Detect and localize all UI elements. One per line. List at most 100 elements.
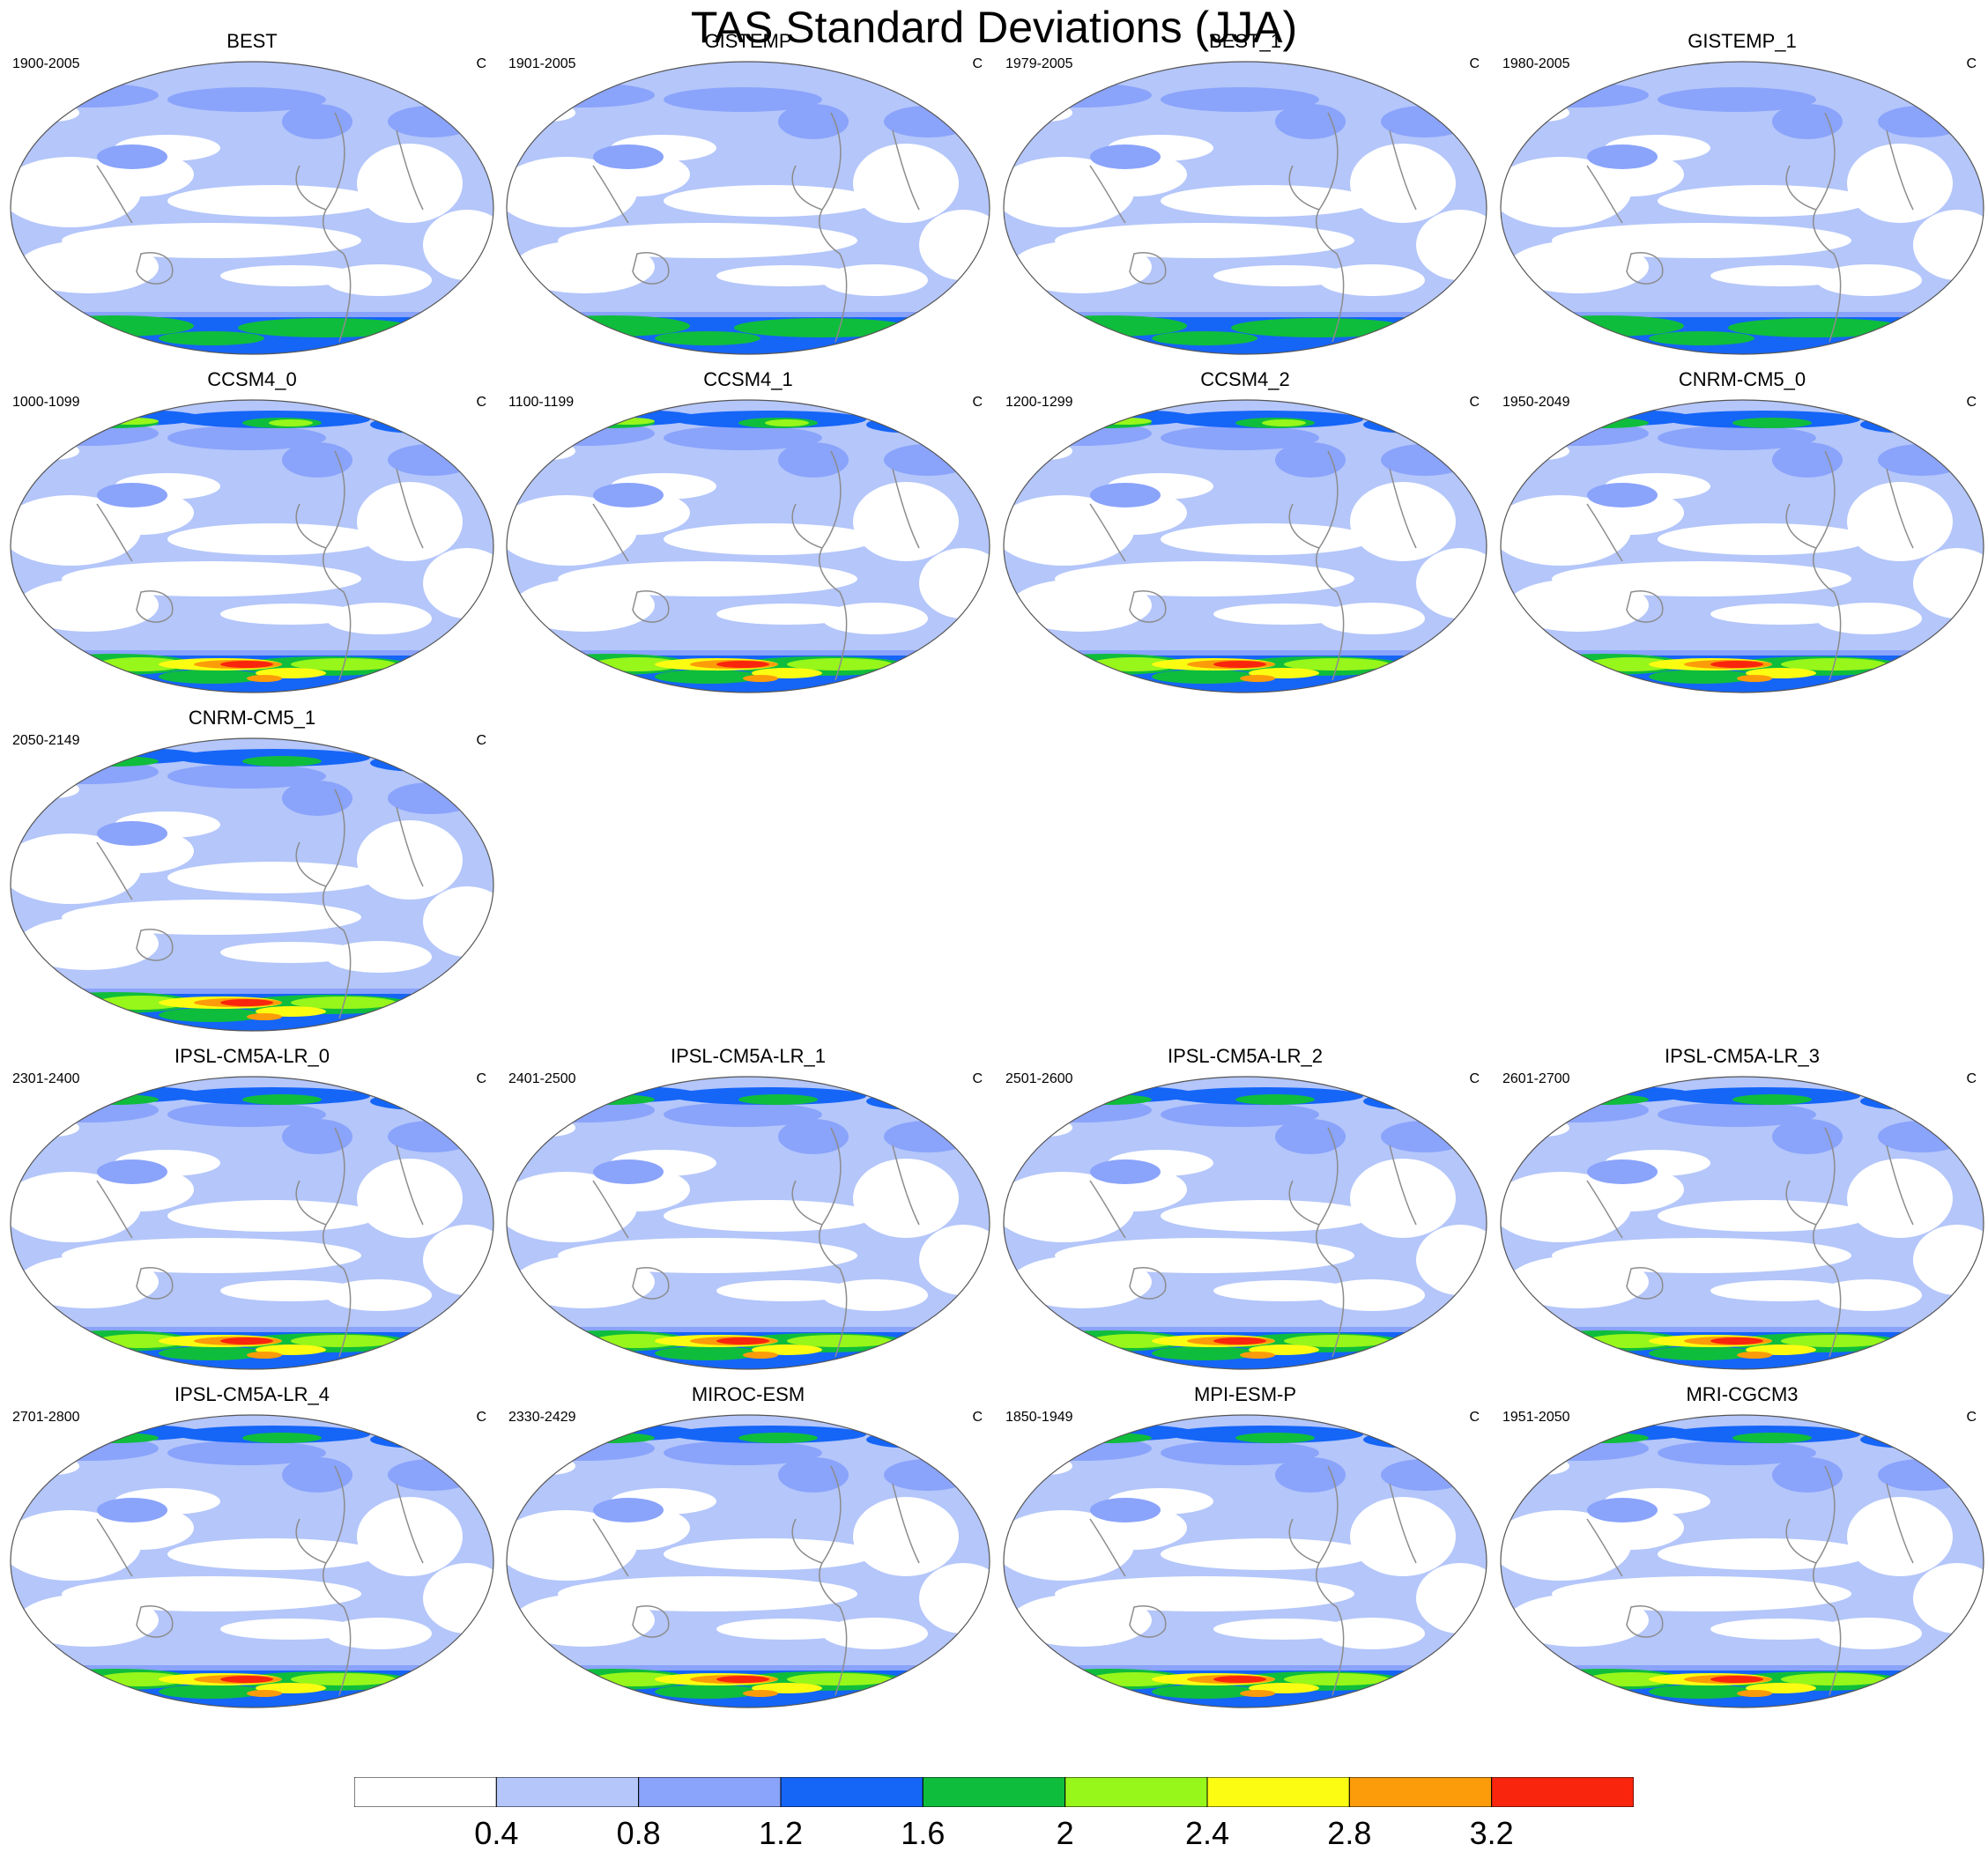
coastline: [1586, 165, 1623, 224]
antarctic-green-region: [1525, 315, 1684, 337]
low-variability-region: [357, 1497, 463, 1576]
low-variability-region: [1011, 241, 1152, 293]
colorbar-tick-label: 2.8: [1327, 1815, 1372, 1851]
robinson-map: [1003, 399, 1487, 693]
map-outline: [10, 399, 494, 693]
low-variability-region: [716, 1619, 857, 1640]
coastline: [892, 130, 920, 211]
nh-green-patch: [1732, 1094, 1812, 1105]
antarctic-green-region: [159, 1008, 264, 1022]
low-variability-region: [1011, 1256, 1152, 1308]
panel-period: 1900-2005: [12, 56, 80, 71]
panel-period: 2701-2800: [12, 1410, 80, 1425]
coastline: [632, 590, 670, 623]
coastline: [592, 503, 629, 562]
coastline: [1389, 1145, 1417, 1226]
low-variability-region: [716, 1280, 857, 1301]
coastline: [819, 1127, 848, 1358]
panel-title: CNRM-CM5_1: [188, 707, 316, 729]
low-variability-region: [1847, 1159, 1953, 1238]
low-variability-region: [220, 265, 361, 286]
nh-green-patch: [1732, 418, 1812, 428]
coastline: [1626, 1267, 1664, 1300]
coastline: [892, 1145, 920, 1226]
nh-land-variability: [1658, 1102, 1816, 1127]
coastline: [1586, 1180, 1623, 1239]
low-variability-region: [1020, 1457, 1072, 1475]
coastline: [1316, 1127, 1345, 1358]
coastline: [96, 1518, 133, 1577]
antarctic-orange-region: [247, 1013, 282, 1020]
robinson-map: [506, 61, 990, 355]
panel-units: C: [972, 395, 983, 410]
panel-period: 1850-1949: [1005, 1410, 1073, 1425]
coastline: [1089, 1180, 1126, 1239]
low-variability-region: [1710, 1619, 1851, 1640]
coastline: [1813, 1127, 1842, 1358]
nh-land-variability: [1090, 483, 1161, 507]
antarctic-orange-region: [1240, 1690, 1275, 1697]
coastline: [632, 1267, 670, 1300]
coastline: [295, 1180, 327, 1226]
panel-period: 1100-1199: [508, 395, 575, 410]
nh-high-latitude-band: [1004, 1424, 1196, 1441]
robinson-map: [1500, 1414, 1984, 1708]
nh-green-patch: [242, 1094, 322, 1105]
nh-land-variability: [593, 1498, 664, 1522]
panel-units: C: [476, 395, 486, 410]
nh-land-variability: [97, 1159, 167, 1184]
antarctic-red-region: [220, 1676, 273, 1683]
low-variability-region: [1213, 265, 1354, 286]
coastline: [1813, 1465, 1842, 1696]
low-variability-region: [1658, 523, 1869, 555]
low-variability-region: [26, 104, 79, 122]
coastline: [1129, 590, 1167, 623]
robinson-map: [1500, 1076, 1984, 1370]
coastline: [1886, 1483, 1914, 1564]
low-variability-region: [26, 442, 79, 460]
antarctic-green-region: [531, 315, 690, 337]
low-variability-region: [1020, 442, 1072, 460]
nh-land-variability: [664, 87, 822, 112]
map-panel: MPI-ESM-P 1850-1949 C: [998, 1383, 1492, 1708]
antarctic-green-region: [159, 331, 264, 345]
nh-land-variability: [97, 144, 167, 169]
nh-high-latitude-band: [507, 1085, 699, 1103]
low-variability-region: [1161, 185, 1372, 217]
map-panel: MRI-CGCM3 1951-2050 C: [1495, 1383, 1988, 1708]
map-outline: [506, 61, 990, 355]
low-variability-region: [1011, 1594, 1152, 1647]
antarctic-red-region: [1710, 1676, 1763, 1683]
nh-green-patch: [567, 1433, 655, 1443]
nh-green-patch: [1235, 1094, 1315, 1105]
coastline: [96, 841, 133, 900]
nh-land-variability: [1011, 83, 1152, 107]
nh-land-variability: [664, 1102, 822, 1127]
nh-land-variability: [1161, 1102, 1319, 1127]
map-outline: [1500, 61, 1984, 355]
antarctic-green-region: [35, 315, 194, 337]
colorbar-box: [638, 1777, 782, 1807]
coastline: [396, 1483, 424, 1564]
nh-land-variability: [1587, 483, 1658, 507]
low-variability-region: [853, 144, 959, 223]
colorbar-box: [922, 1777, 1066, 1807]
nh-land-variability: [1161, 426, 1319, 450]
panel-title: CCSM4_2: [1200, 368, 1290, 390]
nh-green-patch: [1235, 1433, 1315, 1443]
nh-high-latitude-band: [11, 1424, 203, 1441]
coastline: [1626, 252, 1664, 285]
panel-units: C: [476, 733, 486, 748]
nh-land-variability: [1587, 1498, 1658, 1522]
robinson-map: [506, 399, 990, 693]
map-panel: BEST_1 1979-2005 C: [998, 30, 1492, 355]
coastline: [96, 1180, 133, 1239]
nh-land-variability: [18, 83, 159, 107]
coastline: [1785, 1180, 1817, 1226]
nh-green-patch: [1561, 1094, 1649, 1105]
nh-high-latitude-band: [1004, 409, 1196, 426]
coastline: [136, 252, 174, 285]
coastline: [136, 1605, 174, 1638]
nh-land-variability: [593, 144, 664, 169]
coastline: [1785, 503, 1817, 549]
